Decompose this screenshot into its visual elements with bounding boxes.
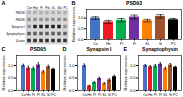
svg-text:PC: PC — [173, 92, 178, 96]
svg-text:0.0: 0.0 — [78, 37, 84, 42]
svg-text:Relative expression: Relative expression — [71, 7, 76, 42]
svg-text:He: He — [87, 92, 92, 96]
svg-text:Co: Co — [93, 41, 98, 45]
svg-text:SL: SL — [163, 92, 167, 96]
svg-text:Synapsin I: Synapsin I — [11, 25, 24, 29]
svg-text:SL: SL — [145, 41, 149, 45]
svg-text:Synaptophysin: Synaptophysin — [6, 32, 25, 36]
svg-text:Pi: Pi — [154, 92, 157, 96]
svg-text:He: He — [148, 92, 153, 96]
svg-text:PC: PC — [51, 92, 56, 96]
svg-text:Co: Co — [21, 92, 26, 96]
svg-text:SL: SL — [52, 6, 56, 10]
svg-text:Si: Si — [47, 92, 50, 96]
svg-text:0.5: 0.5 — [8, 75, 14, 80]
svg-text:He: He — [26, 92, 31, 96]
svg-text:Pilo: Pilo — [45, 6, 50, 10]
svg-text:SL: SL — [102, 92, 106, 96]
svg-text:0.0: 0.0 — [69, 88, 75, 93]
svg-text:B: B — [72, 0, 76, 6]
svg-text:0.5: 0.5 — [78, 26, 84, 31]
svg-text:0.0: 0.0 — [130, 88, 136, 93]
svg-text:PSD93: PSD93 — [16, 11, 25, 15]
svg-text:Relative expression: Relative expression — [123, 56, 128, 91]
svg-text:Synaptophysin: Synaptophysin — [142, 46, 178, 52]
svg-text:Relative expression: Relative expression — [62, 56, 67, 91]
svg-text:He: He — [106, 41, 111, 45]
svg-text:Pi: Pi — [93, 92, 96, 96]
svg-text:A: A — [2, 0, 6, 6]
svg-text:Pi: Pi — [133, 41, 136, 45]
svg-text:Co: Co — [82, 92, 87, 96]
svg-text:1.0: 1.0 — [78, 15, 84, 20]
svg-text:PSD93: PSD93 — [126, 0, 142, 6]
svg-text:SL: SL — [41, 92, 45, 96]
svg-text:C: C — [2, 46, 6, 52]
svg-text:β-actin: β-actin — [15, 39, 25, 43]
svg-text:Pi: Pi — [98, 92, 101, 96]
svg-text:Pi: Pi — [32, 92, 35, 96]
svg-text:1.0: 1.0 — [69, 63, 75, 68]
svg-text:PC: PC — [171, 41, 176, 45]
svg-text:Silo: Silo — [57, 6, 62, 10]
svg-text:Pi: Pi — [120, 41, 123, 45]
svg-text:1.0: 1.0 — [130, 63, 136, 68]
svg-text:Co: Co — [143, 92, 148, 96]
svg-text:Con: Con — [27, 6, 33, 10]
svg-text:Relative expression: Relative expression — [1, 56, 6, 91]
svg-text:Pi: Pi — [40, 6, 43, 10]
svg-text:Pi: Pi — [37, 92, 40, 96]
svg-text:1.0: 1.0 — [8, 63, 14, 68]
svg-text:PC: PC — [112, 92, 117, 96]
svg-text:Synapsin I: Synapsin I — [86, 46, 112, 52]
svg-text:Hey: Hey — [33, 6, 39, 10]
svg-text:Si: Si — [169, 92, 172, 96]
svg-text:D: D — [63, 46, 67, 52]
svg-text:Pi: Pi — [159, 92, 162, 96]
svg-text:PC: PC — [64, 6, 68, 10]
svg-text:Si: Si — [159, 41, 162, 45]
svg-text:PSD95: PSD95 — [16, 18, 25, 22]
svg-text:PSD95: PSD95 — [30, 46, 46, 52]
svg-text:0.5: 0.5 — [130, 75, 136, 80]
svg-text:E: E — [124, 46, 128, 52]
svg-text:Si: Si — [108, 92, 111, 96]
svg-text:0.5: 0.5 — [69, 75, 75, 80]
svg-text:0.0: 0.0 — [8, 88, 14, 93]
